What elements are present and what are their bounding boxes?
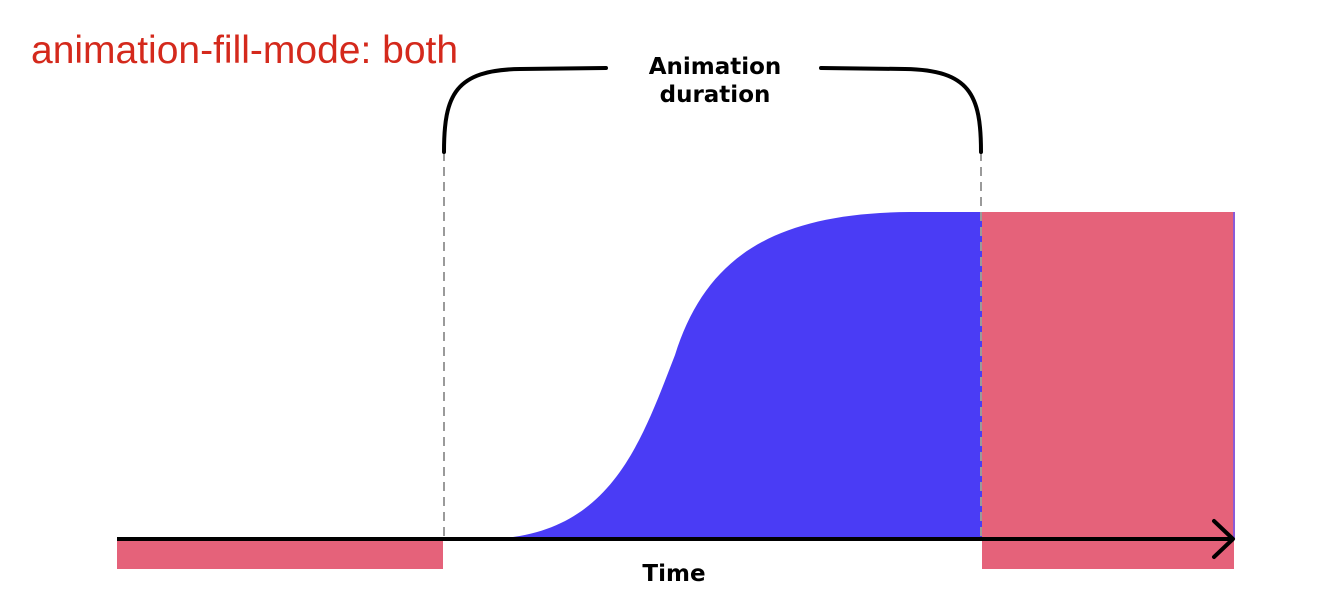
time-axis-arrowhead bbox=[1212, 519, 1235, 559]
time-axis-label: Time bbox=[642, 561, 705, 587]
forwards-fill-block bbox=[982, 212, 1234, 569]
backwards-fill-bar bbox=[117, 539, 443, 569]
duration-label-line1: Animation bbox=[649, 54, 782, 80]
animation-curve-area bbox=[490, 212, 982, 539]
duration-label-line2: duration bbox=[660, 82, 771, 108]
diagram-title: animation-fill-mode: both bbox=[31, 29, 458, 72]
duration-bracket-left bbox=[442, 66, 608, 154]
duration-bracket-right bbox=[819, 66, 983, 154]
